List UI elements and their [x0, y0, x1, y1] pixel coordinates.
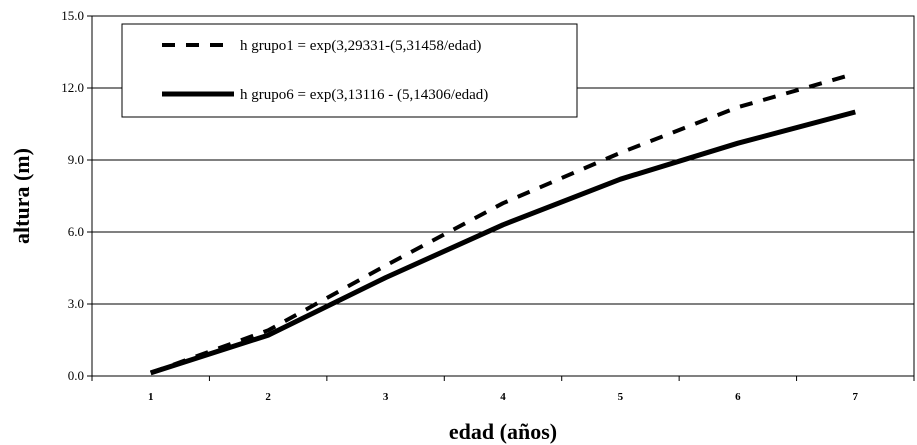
x-tick-label: 3 — [383, 391, 389, 403]
x-tick-label: 6 — [735, 391, 741, 403]
y-axis: 0.0 3.0 6.0 9.0 12.0 15.0 — [61, 8, 92, 383]
legend: h grupo1 = exp(3,29331-(5,31458/edad) h … — [121, 23, 578, 118]
x-tick-label: 4 — [500, 391, 506, 403]
y-tick-label: 9.0 — [68, 152, 84, 167]
x-tick-label: 5 — [618, 391, 624, 403]
series-lines — [149, 71, 856, 376]
series-line-grupo6 — [149, 109, 856, 376]
x-axis: 1 2 3 4 5 6 7 — [91, 376, 915, 403]
legend-label-grupo1: h grupo1 = exp(3,29331-(5,31458/edad) — [240, 38, 481, 54]
y-tick-label: 15.0 — [61, 8, 84, 23]
series-line-grupo1 — [150, 71, 856, 375]
x-tick-label: 2 — [265, 391, 271, 403]
y-axis-title: altura (m) — [9, 148, 34, 244]
legend-label-grupo6: h grupo6 = exp(3,13116 - (5,14306/edad) — [240, 87, 488, 103]
y-tick-label: 12.0 — [61, 80, 84, 95]
y-tick-label: 0.0 — [68, 368, 84, 383]
x-tick-label: 7 — [853, 391, 859, 403]
y-tick-label: 6.0 — [68, 224, 84, 239]
legend-box — [121, 23, 578, 118]
x-tick-label: 1 — [148, 391, 154, 403]
x-axis-title: edad (años) — [449, 419, 557, 444]
y-tick-label: 3.0 — [68, 296, 84, 311]
